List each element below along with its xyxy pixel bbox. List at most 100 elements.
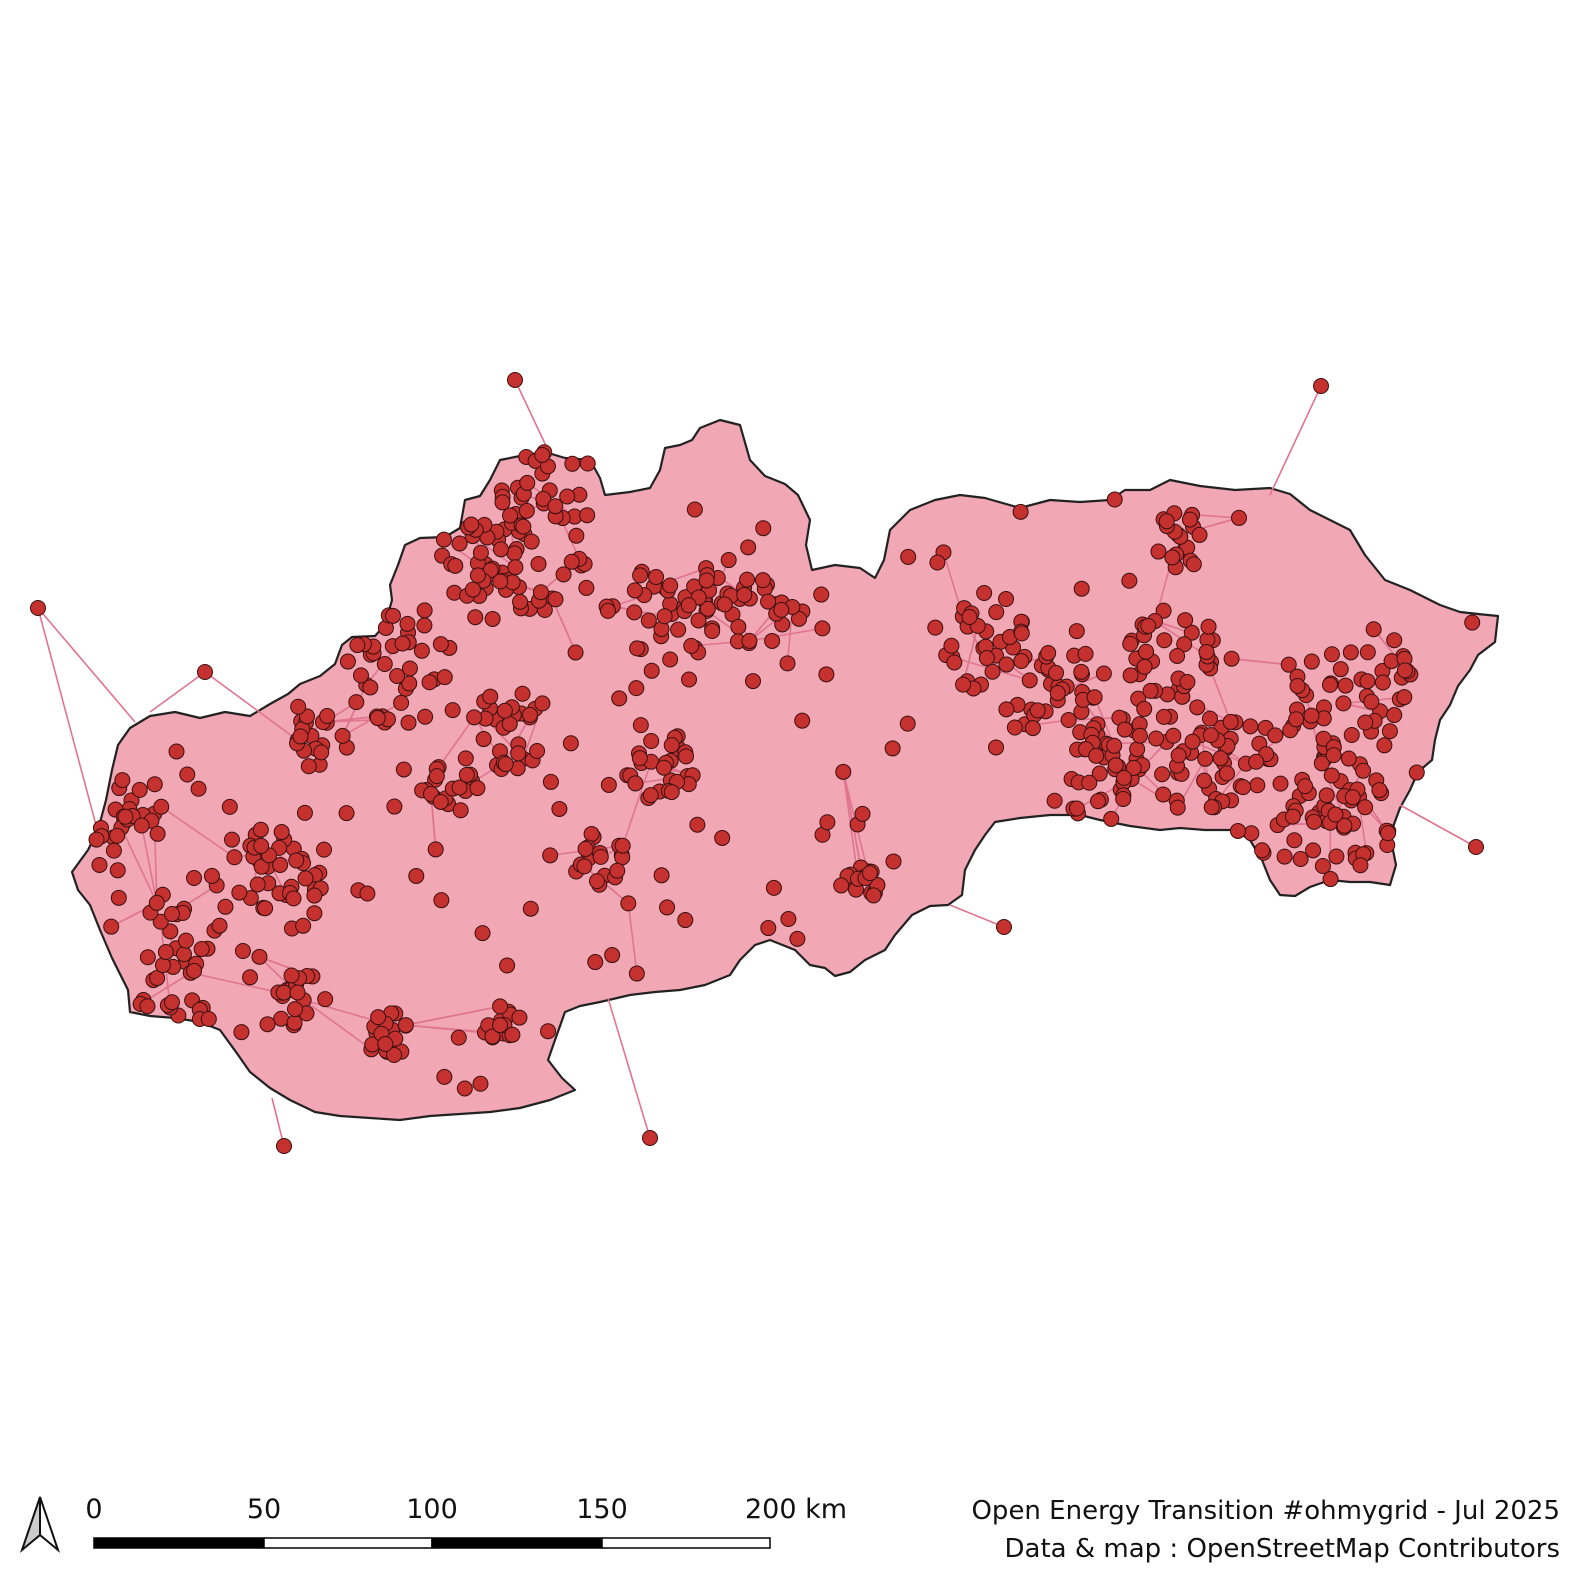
substation-node xyxy=(885,853,902,870)
substation-node xyxy=(1197,750,1214,767)
substation-node xyxy=(1289,677,1306,694)
substation-node xyxy=(1184,733,1201,750)
scale-label-200: 200 km xyxy=(745,1494,847,1525)
substation-node xyxy=(1138,643,1155,660)
substation-node xyxy=(514,685,531,702)
substation-node xyxy=(1021,672,1038,689)
substation-node xyxy=(568,527,585,544)
substation-node xyxy=(760,593,777,610)
substation-node xyxy=(400,714,417,731)
substation-node xyxy=(1095,665,1112,682)
substation-node xyxy=(978,650,995,667)
substation-node xyxy=(226,849,243,866)
transmission-line xyxy=(303,999,372,1050)
substation-node xyxy=(447,557,464,574)
substation-node xyxy=(699,600,716,617)
transmission-line xyxy=(140,825,158,904)
substation-node xyxy=(386,1046,403,1063)
transmission-line xyxy=(405,1005,501,1026)
substation-node xyxy=(1136,658,1153,675)
substation-node xyxy=(1006,719,1023,736)
substation-node xyxy=(1154,766,1171,783)
transmission-line xyxy=(271,1097,285,1147)
substation-node xyxy=(988,604,1005,621)
substation-node xyxy=(168,743,185,760)
substation-node xyxy=(1328,848,1345,865)
substation-node xyxy=(296,804,313,821)
substation-node xyxy=(1468,839,1484,855)
substation-node xyxy=(148,894,165,911)
substation-node xyxy=(427,841,444,858)
substation-node xyxy=(1235,779,1252,796)
substation-node xyxy=(272,856,289,873)
transmission-line xyxy=(438,716,475,768)
substation-node xyxy=(472,1075,489,1092)
substation-node xyxy=(1086,689,1103,706)
substation-node xyxy=(532,584,549,601)
substation-node xyxy=(534,446,551,463)
substation-node xyxy=(399,615,416,632)
substation-node xyxy=(1383,653,1400,670)
substation-node xyxy=(765,879,782,896)
substation-node xyxy=(559,488,576,505)
substation-node xyxy=(1089,793,1106,810)
substation-node xyxy=(626,582,643,599)
substation-node xyxy=(506,545,523,562)
substation-node xyxy=(1176,636,1193,653)
substation-node xyxy=(1106,737,1123,754)
substation-node xyxy=(663,784,680,801)
substation-node xyxy=(1156,632,1173,649)
substation-node xyxy=(1029,702,1046,719)
substation-node xyxy=(1292,851,1309,868)
substation-node xyxy=(1297,778,1314,795)
substation-node xyxy=(177,932,194,949)
substation-node xyxy=(1276,848,1293,865)
credit-source: Data & map : OpenStreetMap Contributors xyxy=(1004,1534,1560,1564)
substation-node xyxy=(1189,699,1206,716)
substation-node xyxy=(659,899,676,916)
substation-node xyxy=(779,655,796,672)
credit-title: Open Energy Transition #ohmygrid - Jul 2… xyxy=(971,1496,1560,1526)
substation-node xyxy=(1088,747,1105,764)
substation-node xyxy=(139,949,156,966)
substation-node xyxy=(288,852,305,869)
substation-node xyxy=(629,640,646,657)
substation-node xyxy=(686,501,703,518)
substation-node xyxy=(1272,775,1289,792)
substation-node xyxy=(1013,653,1030,670)
substation-node xyxy=(1012,503,1029,520)
substation-node xyxy=(1340,750,1357,767)
substation-node xyxy=(211,917,228,934)
substation-node xyxy=(542,773,559,790)
substation-node xyxy=(1129,741,1146,758)
substation-node xyxy=(1106,491,1123,508)
substation-node xyxy=(389,667,406,684)
substation-node xyxy=(1040,645,1057,662)
substation-node xyxy=(512,593,529,610)
substation-node xyxy=(754,572,771,589)
substation-node xyxy=(1049,685,1066,702)
transmission-line xyxy=(551,598,577,653)
substation-node xyxy=(1357,714,1374,731)
substation-node xyxy=(334,727,351,744)
substation-node xyxy=(109,862,126,879)
substation-node xyxy=(376,655,393,672)
substation-node xyxy=(1073,580,1090,597)
transmission-line xyxy=(514,379,549,451)
substation-node xyxy=(444,702,461,719)
substation-node xyxy=(588,873,605,890)
substation-node xyxy=(496,702,513,719)
substation-node xyxy=(813,586,830,603)
transmission-line xyxy=(120,827,158,904)
substation-node xyxy=(494,494,511,511)
substation-node xyxy=(730,618,747,635)
substation-node xyxy=(535,490,552,507)
substation-node xyxy=(744,673,761,690)
substation-node xyxy=(1322,871,1339,888)
map-credits: Open Energy Transition #ohmygrid - Jul 2… xyxy=(971,1492,1560,1568)
substation-node xyxy=(996,919,1012,935)
scale-label-0: 0 xyxy=(85,1494,102,1525)
substation-node xyxy=(998,701,1015,718)
substation-node xyxy=(349,637,366,654)
substation-node xyxy=(157,944,174,961)
